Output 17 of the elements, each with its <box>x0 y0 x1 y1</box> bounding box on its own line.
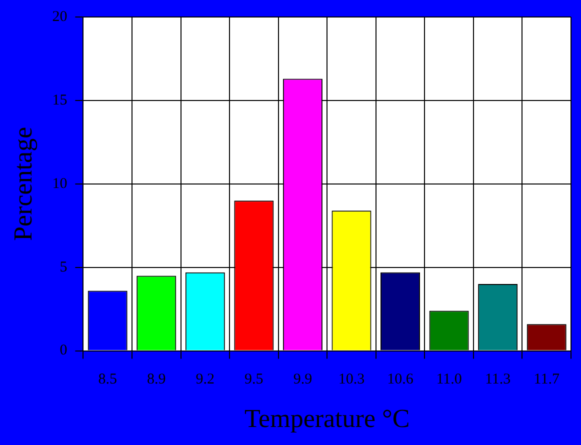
y-tick-label: 10 <box>52 176 68 192</box>
x-tick-label: 11.0 <box>436 372 462 388</box>
y-tick-label: 0 <box>60 342 68 359</box>
x-tick-label: 9.5 <box>244 372 264 388</box>
x-tick-label: 8.9 <box>146 372 166 388</box>
x-tick-label: 11.7 <box>534 372 560 388</box>
y-tick-label: 20 <box>52 8 68 25</box>
y-tick-label: 15 <box>52 92 68 108</box>
x-tick-label: 11.3 <box>484 372 511 388</box>
x-axis-title: Temperature °C <box>244 404 410 434</box>
y-axis-title: Percentage <box>8 126 38 241</box>
x-tick-label: 8.5 <box>98 372 117 388</box>
x-tick-label: 9.9 <box>293 372 312 388</box>
x-tick-label: 10.6 <box>387 372 414 388</box>
x-tick-label: 10.3 <box>338 372 365 388</box>
x-tick-label: 9.2 <box>196 372 215 388</box>
y-tick-label: 5 <box>60 259 68 276</box>
